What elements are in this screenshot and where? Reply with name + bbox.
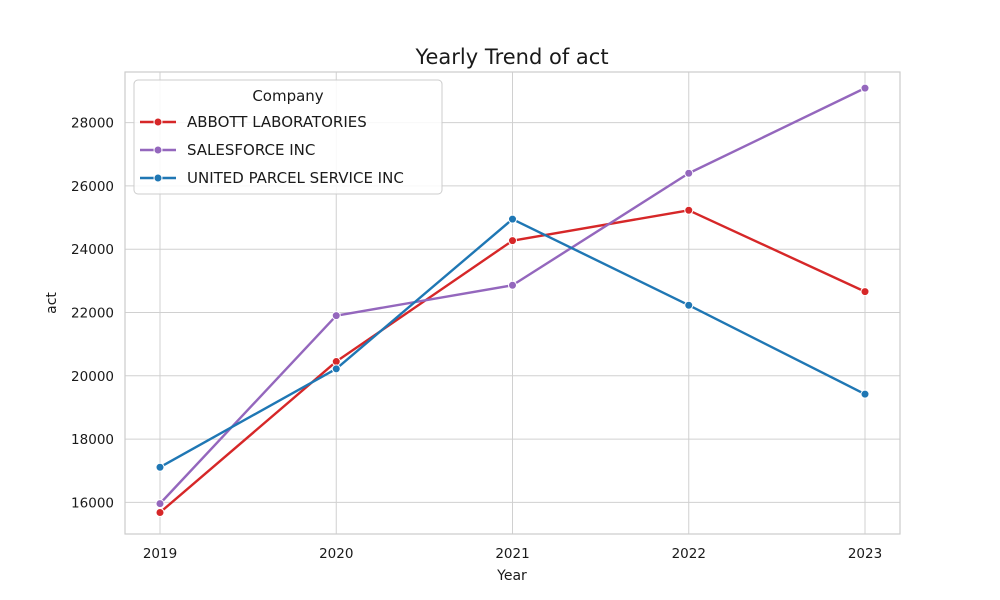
series-united-parcel-service-inc — [155, 214, 870, 472]
data-point-salesforce-inc — [508, 280, 517, 290]
x-tick-labels: 2019 2020 2021 2022 2023 — [143, 546, 882, 562]
data-point-united-parcel-service-inc — [684, 300, 694, 310]
data-point-united-parcel-service-inc — [331, 364, 341, 374]
x-axis-label: Year — [496, 568, 527, 584]
data-point-united-parcel-service-inc — [155, 462, 165, 472]
data-point-abbott-laboratories — [508, 236, 517, 246]
legend-item-united-parcel-service-inc: UNITED PARCEL SERVICE INC — [140, 169, 404, 187]
legend-label: ABBOTT LABORATORIES — [187, 113, 367, 131]
y-tick-label: 24000 — [71, 242, 114, 258]
data-point-salesforce-inc — [684, 168, 694, 178]
legend-label: SALESFORCE INC — [187, 141, 315, 159]
data-point-united-parcel-service-inc — [860, 389, 870, 399]
legend-swatch-marker — [153, 173, 163, 183]
legend-title: Company — [252, 87, 323, 105]
plot-frame — [124, 71, 901, 535]
legend-label: UNITED PARCEL SERVICE INC — [187, 169, 404, 187]
y-tick-label: 18000 — [71, 432, 114, 448]
y-tick-label: 28000 — [71, 116, 114, 132]
legend: Company ABBOTT LABORATORIES SALESFORCE IN… — [133, 79, 443, 195]
legend-item-salesforce-inc: SALESFORCE INC — [140, 141, 315, 159]
x-tick-label: 2022 — [672, 546, 706, 562]
legend-swatch-marker — [153, 117, 163, 127]
y-axis-label: act — [44, 292, 60, 314]
x-tick-label: 2021 — [495, 546, 529, 562]
data-point-salesforce-inc — [860, 83, 870, 93]
legend-items: ABBOTT LABORATORIES SALESFORCE INC UNITED … — [140, 113, 404, 187]
x-tick-label: 2020 — [319, 546, 353, 562]
series-layer — [155, 83, 870, 517]
series-salesforce-inc — [155, 83, 870, 509]
x-tick-label: 2019 — [143, 546, 177, 562]
data-point-salesforce-inc — [331, 311, 341, 321]
data-point-abbott-laboratories — [860, 287, 870, 297]
y-tick-label: 22000 — [71, 305, 114, 321]
legend-swatch-marker — [153, 145, 163, 155]
x-tick-label: 2023 — [848, 546, 882, 562]
data-point-united-parcel-service-inc — [508, 214, 517, 224]
y-tick-labels: 16000 18000 20000 22000 24000 26000 28000 — [71, 116, 114, 512]
y-tick-label: 26000 — [71, 179, 114, 195]
legend-item-abbott-laboratories: ABBOTT LABORATORIES — [140, 113, 367, 131]
data-point-salesforce-inc — [155, 499, 165, 509]
y-tick-label: 20000 — [71, 369, 114, 385]
chart-title: Yearly Trend of act — [414, 45, 608, 69]
y-tick-label: 16000 — [71, 495, 114, 511]
data-point-abbott-laboratories — [155, 507, 165, 517]
data-point-abbott-laboratories — [684, 205, 694, 215]
legend-box — [133, 79, 443, 195]
series-abbott-laboratories — [155, 205, 870, 517]
